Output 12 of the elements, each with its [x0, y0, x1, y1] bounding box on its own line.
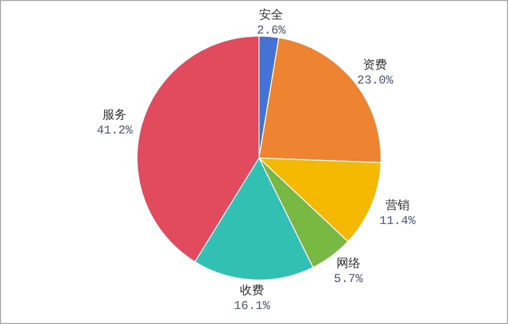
slice-label: 网络	[336, 256, 360, 271]
data-label: 23.0%	[357, 74, 394, 88]
slice-label: 收费	[240, 284, 264, 298]
data-label: 41.2%	[96, 123, 134, 138]
data-label: 16.1%	[234, 298, 271, 313]
slice-label: 营销	[385, 199, 410, 214]
data-label: 11.4%	[379, 214, 416, 228]
slice-label: 安全	[259, 7, 284, 22]
data-label: 2.6%	[256, 23, 286, 38]
data-label: 5.7%	[334, 272, 364, 286]
slice-label: 服务	[102, 108, 127, 122]
slice-label: 资费	[363, 58, 388, 73]
